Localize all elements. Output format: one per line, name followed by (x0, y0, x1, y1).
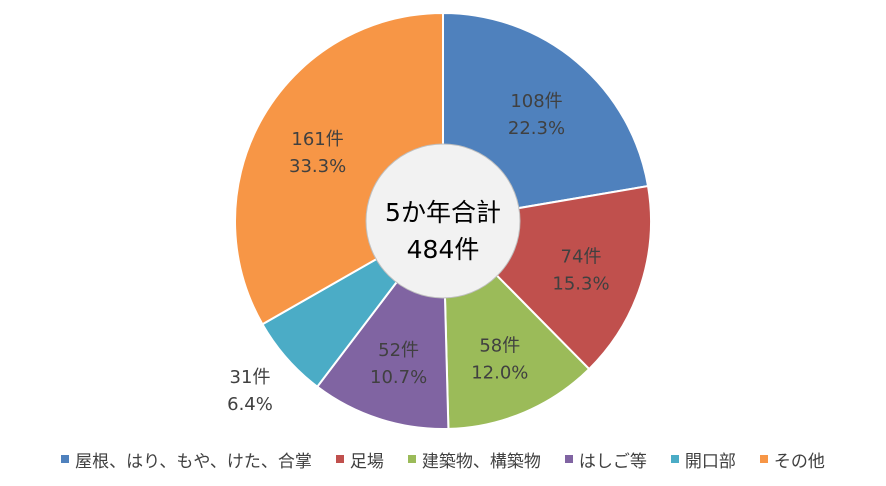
legend-label-building: 建築物、構築物 (421, 451, 541, 472)
legend-item-opening: 開口部 (670, 447, 736, 472)
legend-swatch-scaffold (335, 455, 344, 463)
data-label-count-scaffold: 74件 (561, 246, 602, 267)
center-label-total: 484件 (407, 235, 480, 264)
data-label-percent-ladder: 10.7% (370, 367, 427, 388)
legend-item-building: 建築物、構築物 (407, 447, 541, 472)
data-label-percent-other: 33.3% (289, 156, 346, 177)
center-circle (365, 143, 521, 299)
legend-item-roof: 屋根、はり、もや、けた、合掌 (61, 447, 312, 472)
data-label-count-opening: 31件 (230, 367, 271, 388)
data-label-percent-building: 12.0% (471, 362, 528, 383)
data-label-percent-opening: 6.4% (227, 394, 273, 415)
legend-item-scaffold: 足場 (335, 447, 384, 472)
pie-chart: 5か年合計 484件 108件 22.3% 74件 15.3% 58件 12.0% 52件 1… (227, 11, 652, 430)
legend-swatch-building (407, 455, 416, 463)
legend-swatch-ladder (564, 455, 573, 463)
data-label-percent-roof: 22.3% (508, 118, 565, 139)
data-label-percent-scaffold: 15.3% (552, 273, 609, 294)
legend-swatch-opening (670, 455, 679, 463)
legend-swatch-other (759, 455, 768, 463)
legend-label-opening: 開口部 (684, 451, 736, 472)
legend-swatch-roof (61, 455, 70, 463)
legend: 屋根、はり、もや、けた、合掌 足場 建築物、構築物 はしご等 開口部 その他 (0, 446, 886, 472)
data-label-count-roof: 108件 (510, 91, 562, 112)
data-label-count-ladder: 52件 (378, 340, 419, 361)
legend-item-other: その他 (759, 447, 825, 472)
legend-label-roof: 屋根、はり、もや、けた、合掌 (75, 451, 312, 472)
legend-label-ladder: はしご等 (578, 451, 647, 472)
data-label-count-building: 58件 (479, 335, 520, 356)
legend-label-other: その他 (773, 451, 825, 472)
legend-label-scaffold: 足場 (349, 451, 384, 472)
legend-item-ladder: はしご等 (564, 447, 647, 472)
center-label-title: 5か年合計 (385, 198, 501, 227)
data-label-count-other: 161件 (291, 129, 343, 150)
